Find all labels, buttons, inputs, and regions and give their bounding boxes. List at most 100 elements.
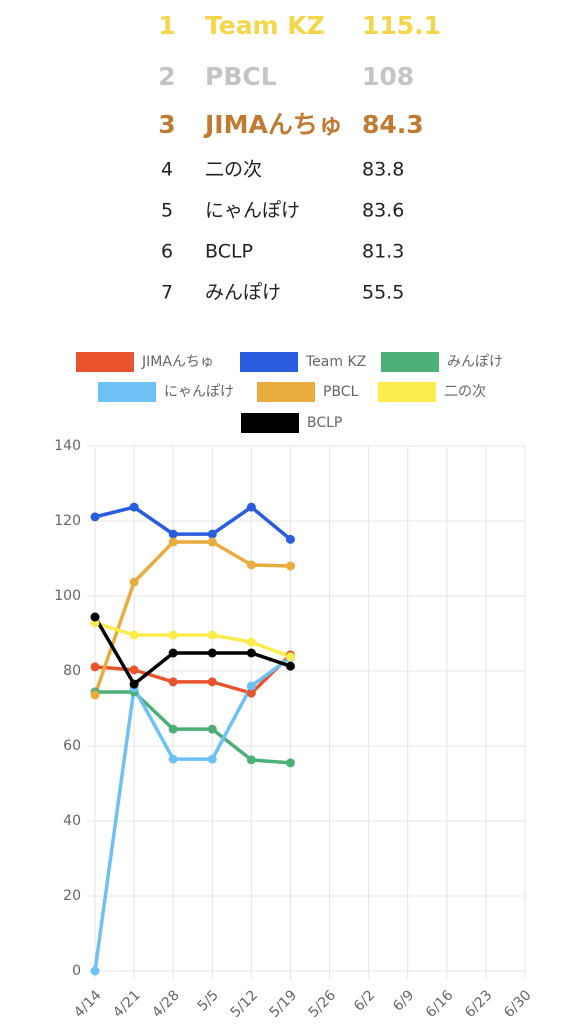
x-tick-label: 4/14 — [71, 987, 105, 1021]
data-point — [285, 652, 295, 662]
legend-swatch — [381, 352, 439, 372]
y-tick-label: 60 — [63, 738, 81, 754]
rank-number: 7 — [161, 282, 173, 304]
legend-label: PBCL — [323, 384, 359, 400]
legend-label: BCLP — [307, 415, 342, 431]
series-line — [93, 540, 291, 696]
data-point — [285, 661, 295, 671]
rank-number: 6 — [161, 241, 173, 263]
data-point — [90, 512, 100, 522]
data-point — [207, 754, 217, 764]
y-tick-label: 0 — [72, 963, 81, 979]
x-tick-label: 4/28 — [149, 987, 183, 1021]
data-point — [168, 724, 178, 734]
x-tick-label: 6/23 — [462, 987, 496, 1021]
legend-swatch — [257, 382, 315, 402]
legend-swatch — [240, 352, 298, 372]
data-point — [246, 502, 256, 512]
data-point — [129, 665, 139, 675]
data-point — [168, 630, 178, 640]
team-score: 83.6 — [362, 200, 404, 222]
data-point — [129, 502, 139, 512]
data-point — [168, 537, 178, 547]
legend-label: 二の次 — [444, 384, 486, 400]
data-point — [285, 758, 295, 768]
team-name: JIMAんちゅ — [203, 110, 343, 139]
data-point — [246, 648, 256, 658]
legend-swatch — [378, 382, 436, 402]
x-tick-label: 6/16 — [423, 987, 457, 1021]
y-tick-label: 120 — [54, 513, 81, 529]
y-tick-label: 40 — [63, 813, 81, 829]
data-point — [246, 755, 256, 765]
data-point — [285, 561, 295, 571]
team-score: 108 — [362, 62, 414, 91]
data-point — [168, 677, 178, 687]
team-score: 83.8 — [362, 159, 404, 181]
team-name: PBCL — [205, 62, 277, 91]
team-name: みんぽけ — [205, 282, 281, 304]
series-line — [93, 616, 292, 686]
data-point — [207, 724, 217, 734]
data-point — [246, 681, 256, 691]
data-point — [168, 754, 178, 764]
team-name: BCLP — [205, 241, 253, 263]
data-point — [90, 966, 100, 976]
legend-swatch — [76, 352, 134, 372]
legend-swatch — [241, 413, 299, 433]
data-point — [90, 662, 100, 672]
data-point — [90, 690, 100, 700]
data-point — [90, 612, 100, 622]
legend-label: Team KZ — [305, 354, 366, 370]
y-tick-label: 140 — [54, 438, 81, 454]
data-point — [129, 577, 139, 587]
rank-number: 5 — [161, 200, 173, 222]
series-line — [94, 505, 292, 541]
x-tick-label: 6/2 — [351, 987, 378, 1014]
team-score: 115.1 — [362, 11, 441, 40]
legend-label: JIMAんちゅ — [141, 354, 214, 370]
data-point — [246, 688, 256, 698]
series-line — [95, 690, 291, 765]
x-tick-label: 5/5 — [195, 987, 222, 1014]
team-name: にゃんぽけ — [205, 200, 300, 222]
x-tick-label: 6/30 — [501, 987, 535, 1021]
team-score: 55.5 — [362, 282, 404, 304]
x-tick-label: 5/26 — [306, 987, 340, 1021]
team-score: 81.3 — [362, 241, 404, 263]
y-tick-label: 80 — [63, 663, 81, 679]
x-tick-label: 6/9 — [390, 987, 417, 1014]
data-point — [168, 529, 178, 539]
legend-swatch — [98, 382, 156, 402]
data-point — [129, 630, 139, 640]
data-point — [207, 630, 217, 640]
rank-number: 1 — [158, 11, 175, 40]
data-point — [246, 560, 256, 570]
x-tick-label: 5/12 — [227, 987, 261, 1021]
y-tick-label: 20 — [63, 888, 81, 904]
team-name: Team KZ — [205, 11, 325, 40]
x-tick-label: 5/19 — [267, 987, 301, 1021]
data-point — [207, 537, 217, 547]
data-point — [207, 648, 217, 658]
rank-number: 4 — [161, 159, 173, 181]
rank-number: 2 — [158, 62, 175, 91]
y-tick-label: 100 — [54, 588, 81, 604]
data-point — [168, 648, 178, 658]
legend-label: にゃんぽけ — [164, 384, 234, 400]
team-name: 二の次 — [205, 159, 262, 181]
data-point — [207, 677, 217, 687]
rank-number: 3 — [158, 110, 175, 139]
x-tick-label: 4/21 — [110, 987, 144, 1021]
series-line — [94, 621, 292, 659]
data-point — [285, 534, 295, 544]
data-point — [246, 637, 256, 647]
series-line — [94, 653, 292, 695]
team-score: 84.3 — [362, 110, 424, 139]
data-point — [207, 529, 217, 539]
series-line — [93, 656, 292, 972]
data-point — [129, 679, 139, 689]
legend-label: みんぽけ — [447, 354, 503, 370]
